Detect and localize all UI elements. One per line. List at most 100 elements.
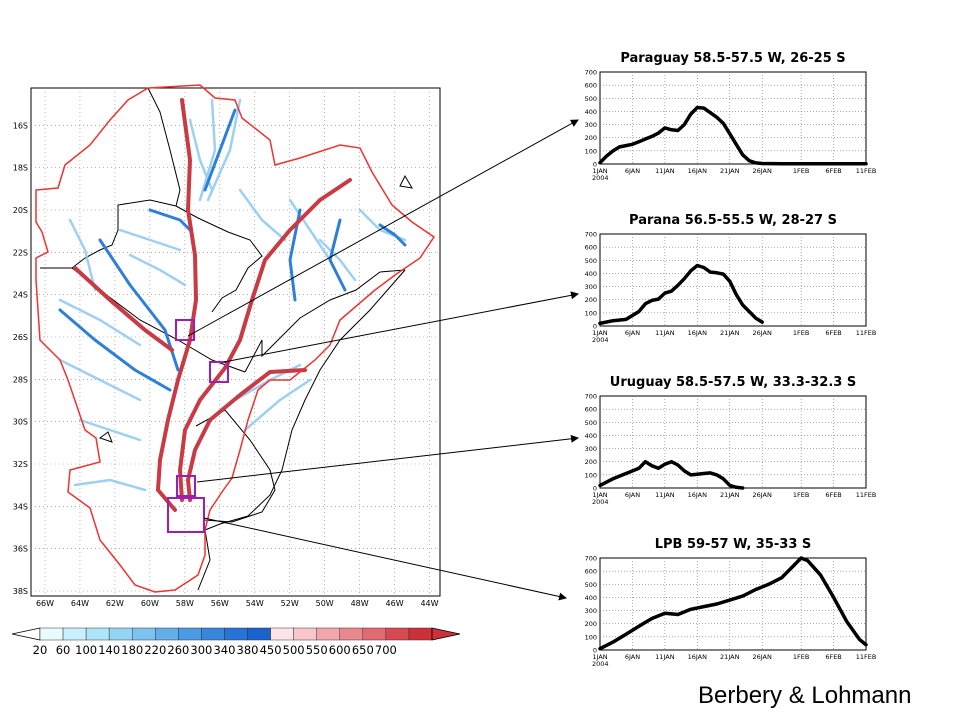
y-tick-label: 300 — [585, 121, 597, 129]
y-tick-label: 600 — [585, 244, 597, 252]
colorbar-label: 180 — [121, 643, 143, 657]
region-boxes — [167, 319, 229, 533]
colorbar-label: 500 — [283, 643, 305, 657]
x-tick-label: 1JAN — [592, 167, 607, 175]
basin-outline — [35, 84, 436, 593]
colorbar: 20 60 100 140 180 220 260 300 340 380 450 500 550 600… — [11, 627, 461, 657]
colorbar-swatch — [339, 627, 364, 641]
lon-label: 44W — [420, 599, 438, 608]
y-tick-label: 0 — [593, 647, 597, 655]
colorbar-swatch — [178, 627, 202, 641]
x-tick-label: 11JAN — [655, 329, 675, 337]
x-tick-label: 1FEB — [793, 329, 809, 337]
colorbar-swatch — [108, 627, 133, 641]
arrow-uruguay — [196, 434, 579, 483]
lat-label: 20S — [13, 206, 28, 215]
x-tick-label: 2004 — [592, 498, 609, 506]
x-tick-label: 21JAN — [720, 491, 740, 499]
lat-label: 16S — [13, 121, 28, 130]
y-tick-label: 300 — [585, 283, 597, 291]
y-tick-label: 400 — [585, 432, 597, 440]
series-line — [598, 105, 868, 166]
credit-text: Berbery & Lohmann — [698, 682, 912, 709]
series-line — [598, 263, 764, 326]
y-tick-label: 500 — [585, 95, 597, 103]
box-uruguay — [176, 475, 196, 497]
colorbar-right-arrow — [431, 627, 461, 641]
x-tick-label: 6FEB — [825, 329, 841, 337]
x-tick-label: 2004 — [592, 660, 609, 668]
lat-label: 26S — [13, 333, 28, 342]
rivers — [58, 98, 407, 512]
y-tick-label: 500 — [585, 257, 597, 265]
x-tick-label: 1FEB — [793, 167, 809, 175]
x-tick-label: 11JAN — [655, 491, 675, 499]
x-tick-label: 1JAN — [592, 329, 607, 337]
x-tick-label: 6FEB — [825, 491, 841, 499]
lat-label: 32S — [13, 460, 28, 469]
hydrograph-panels: Paraguay 58.5-57.5 W, 26-25 S 0 100 200 300 4… — [585, 51, 877, 668]
box-paraguay — [175, 319, 195, 341]
x-tick-label: 21JAN — [720, 653, 740, 661]
y-tick-label: 300 — [585, 445, 597, 453]
chart-title: Uruguay 58.5-57.5 W, 33.3-32.3 S — [610, 375, 856, 390]
lat-label: 24S — [13, 291, 28, 300]
x-tick-label: 11JAN — [655, 167, 675, 175]
bolivia-paraguay-border — [40, 199, 177, 269]
colorbar-label: 650 — [352, 643, 374, 657]
lon-label: 48W — [351, 599, 369, 608]
x-tick-label: 2004 — [592, 336, 609, 344]
lon-label: 60W — [141, 599, 159, 608]
colorbar-label: 60 — [56, 643, 71, 657]
y-tick-label: 700 — [585, 393, 597, 401]
y-tick-label: 100 — [585, 633, 597, 641]
colorbar-label: 140 — [98, 643, 120, 657]
x-tick-label: 6JAN — [625, 491, 640, 499]
island — [98, 431, 113, 443]
x-tick-label: 21JAN — [720, 329, 740, 337]
x-tick-label: 6JAN — [625, 653, 640, 661]
y-tick-label: 200 — [585, 134, 597, 142]
lat-label: 34S — [13, 502, 28, 511]
colorbar-label: 300 — [190, 643, 212, 657]
x-tick-label: 21JAN — [720, 167, 740, 175]
y-tick-label: 100 — [585, 471, 597, 479]
x-tick-label: 11JAN — [655, 653, 675, 661]
x-tick-label: 11FEB — [856, 491, 877, 499]
arrow-parana — [223, 291, 579, 363]
chart-title: Parana 56.5-55.5 W, 28-27 S — [629, 213, 837, 228]
colorbar-label: 220 — [144, 643, 166, 657]
y-tick-label: 0 — [593, 323, 597, 331]
y-tick-label: 100 — [585, 147, 597, 155]
colorbar-swatch — [362, 627, 387, 641]
x-tick-label: 16JAN — [688, 329, 708, 337]
colorbar-label: 700 — [375, 643, 397, 657]
x-tick-label: 2004 — [592, 174, 609, 182]
lat-label: 38S — [13, 587, 28, 596]
y-tick-label: 200 — [585, 296, 597, 304]
colorbar-swatch — [224, 627, 248, 641]
colorbar-swatch — [201, 627, 225, 641]
lon-label: 66W — [36, 599, 54, 608]
basin-map: 16S 18S 20S 22S 24S 26S 28S 30S 32S 34S 36S 38S 66W… — [13, 84, 441, 608]
plot-frame — [599, 557, 867, 651]
colorbar-swatch — [385, 627, 410, 641]
chart-title: Paraguay 58.5-57.5 W, 26-25 S — [620, 51, 845, 66]
box-lpb — [167, 497, 205, 533]
colorbar-label: 340 — [213, 643, 235, 657]
colorbar-label: 550 — [306, 643, 328, 657]
y-tick-label: 400 — [585, 594, 597, 602]
colorbar-swatch — [85, 627, 110, 641]
x-tick-label: 16JAN — [688, 491, 708, 499]
y-tick-label: 300 — [585, 607, 597, 615]
y-tick-label: 500 — [585, 581, 597, 589]
x-tick-label: 16JAN — [688, 167, 708, 175]
y-tick-label: 200 — [585, 620, 597, 628]
x-tick-label: 11FEB — [856, 653, 877, 661]
y-tick-label: 700 — [585, 231, 597, 239]
connector-arrows — [187, 119, 579, 601]
hydrograph-panel: Paraguay 58.5-57.5 W, 26-25 S 0 100 200 300 4… — [585, 51, 877, 182]
y-tick-label: 700 — [585, 69, 597, 77]
y-tick-label: 100 — [585, 309, 597, 317]
